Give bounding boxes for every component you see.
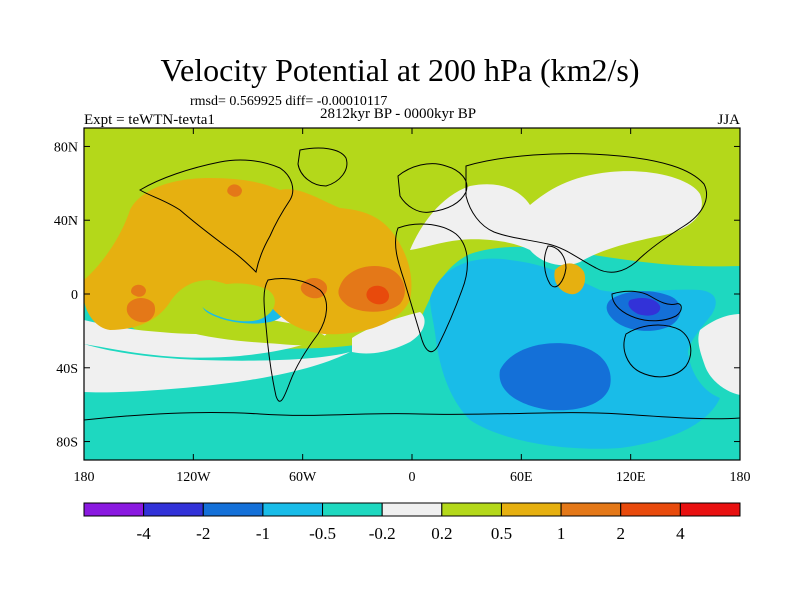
- colorbar-label: 0.5: [491, 524, 512, 543]
- field-redorange-core: [366, 285, 390, 305]
- contour-field: [84, 128, 740, 460]
- colorbar-swatch: [143, 502, 204, 517]
- x-tick-label: 180: [730, 470, 751, 485]
- colorbar-swatch: [620, 502, 681, 517]
- field-dorange-pac2: [131, 284, 146, 297]
- field-orange-as: [554, 263, 586, 295]
- field-orange-main: [84, 178, 412, 335]
- colorbar-swatch: [441, 502, 502, 517]
- colorbar-label: 4: [676, 524, 685, 543]
- x-tick-label: 120W: [176, 470, 211, 485]
- colorbar-label: -0.5: [309, 524, 336, 543]
- period-label: 2812kyr BP - 0000kyr BP: [320, 106, 477, 122]
- colorbar-swatch: [322, 502, 383, 517]
- field-green-hole: [199, 283, 275, 322]
- x-tick-label: 60E: [510, 470, 533, 485]
- x-tick-label: 120E: [616, 470, 646, 485]
- coastlines: [84, 147, 740, 421]
- coast-greenland: [297, 147, 348, 187]
- colorbar-swatch: [262, 502, 324, 517]
- colorbar-swatch: [560, 502, 622, 517]
- colorbar-label: 1: [557, 524, 566, 543]
- y-tick-label: 80N: [54, 140, 78, 155]
- colorbar-label: -1: [256, 524, 270, 543]
- field-green-arctic: [84, 128, 740, 177]
- season-label: JJA: [717, 112, 740, 128]
- coast-south-america: [263, 277, 327, 402]
- y-tick-label: 80S: [56, 436, 78, 451]
- colorbar-label: -0.2: [369, 524, 396, 543]
- field-white-sw: [84, 344, 350, 393]
- field-white-sa: [352, 312, 425, 354]
- colorbar: -4 -2 -1 -0.5 -0.2 0.2 0.5 1 2 4: [83, 502, 741, 543]
- colorbar-swatch: [83, 502, 145, 517]
- experiment-label: Expt = teWTN-tevta1: [84, 112, 215, 128]
- field-dorange-pac: [126, 298, 156, 323]
- x-tick-label: 0: [409, 470, 416, 485]
- colorbar-label: 2: [616, 524, 625, 543]
- colorbar-swatch: [500, 502, 562, 517]
- field-darkblue-indian: [499, 343, 611, 411]
- y-tick-label: 0: [71, 288, 78, 303]
- stats-line: rmsd= 0.569925 diff= -0.00010117: [190, 94, 388, 109]
- coast-india: [543, 245, 567, 288]
- y-tick-label: 40N: [54, 214, 78, 229]
- colorbar-label: -2: [196, 524, 210, 543]
- coast-maritime: [611, 290, 682, 322]
- field-dorange-nam: [227, 184, 242, 197]
- colorbar-swatch: [679, 502, 741, 517]
- x-tick-label: 180: [74, 470, 95, 485]
- field-white-eurasia: [410, 171, 702, 266]
- coast-asia: [465, 153, 707, 273]
- field-white-ep: [698, 314, 740, 395]
- x-tick-label: 60W: [289, 470, 317, 485]
- field-navy-mc: [628, 298, 661, 316]
- colorbar-label: -4: [137, 524, 152, 543]
- colorbar-swatch: [202, 502, 264, 517]
- coast-africa: [395, 223, 468, 353]
- chart-title: Velocity Potential at 200 hPa (km2/s): [160, 52, 640, 88]
- colorbar-swatch: [381, 502, 443, 517]
- coast-australia: [623, 324, 692, 378]
- coast-north-america: [139, 159, 294, 274]
- y-tick-label: 40S: [56, 362, 78, 377]
- axes: 180 120W 60W 0 60E 120E 180 80N 40N 0 40S 80S: [54, 128, 751, 485]
- coast-antarctica: [84, 411, 740, 421]
- colorbar-label: 0.2: [431, 524, 452, 543]
